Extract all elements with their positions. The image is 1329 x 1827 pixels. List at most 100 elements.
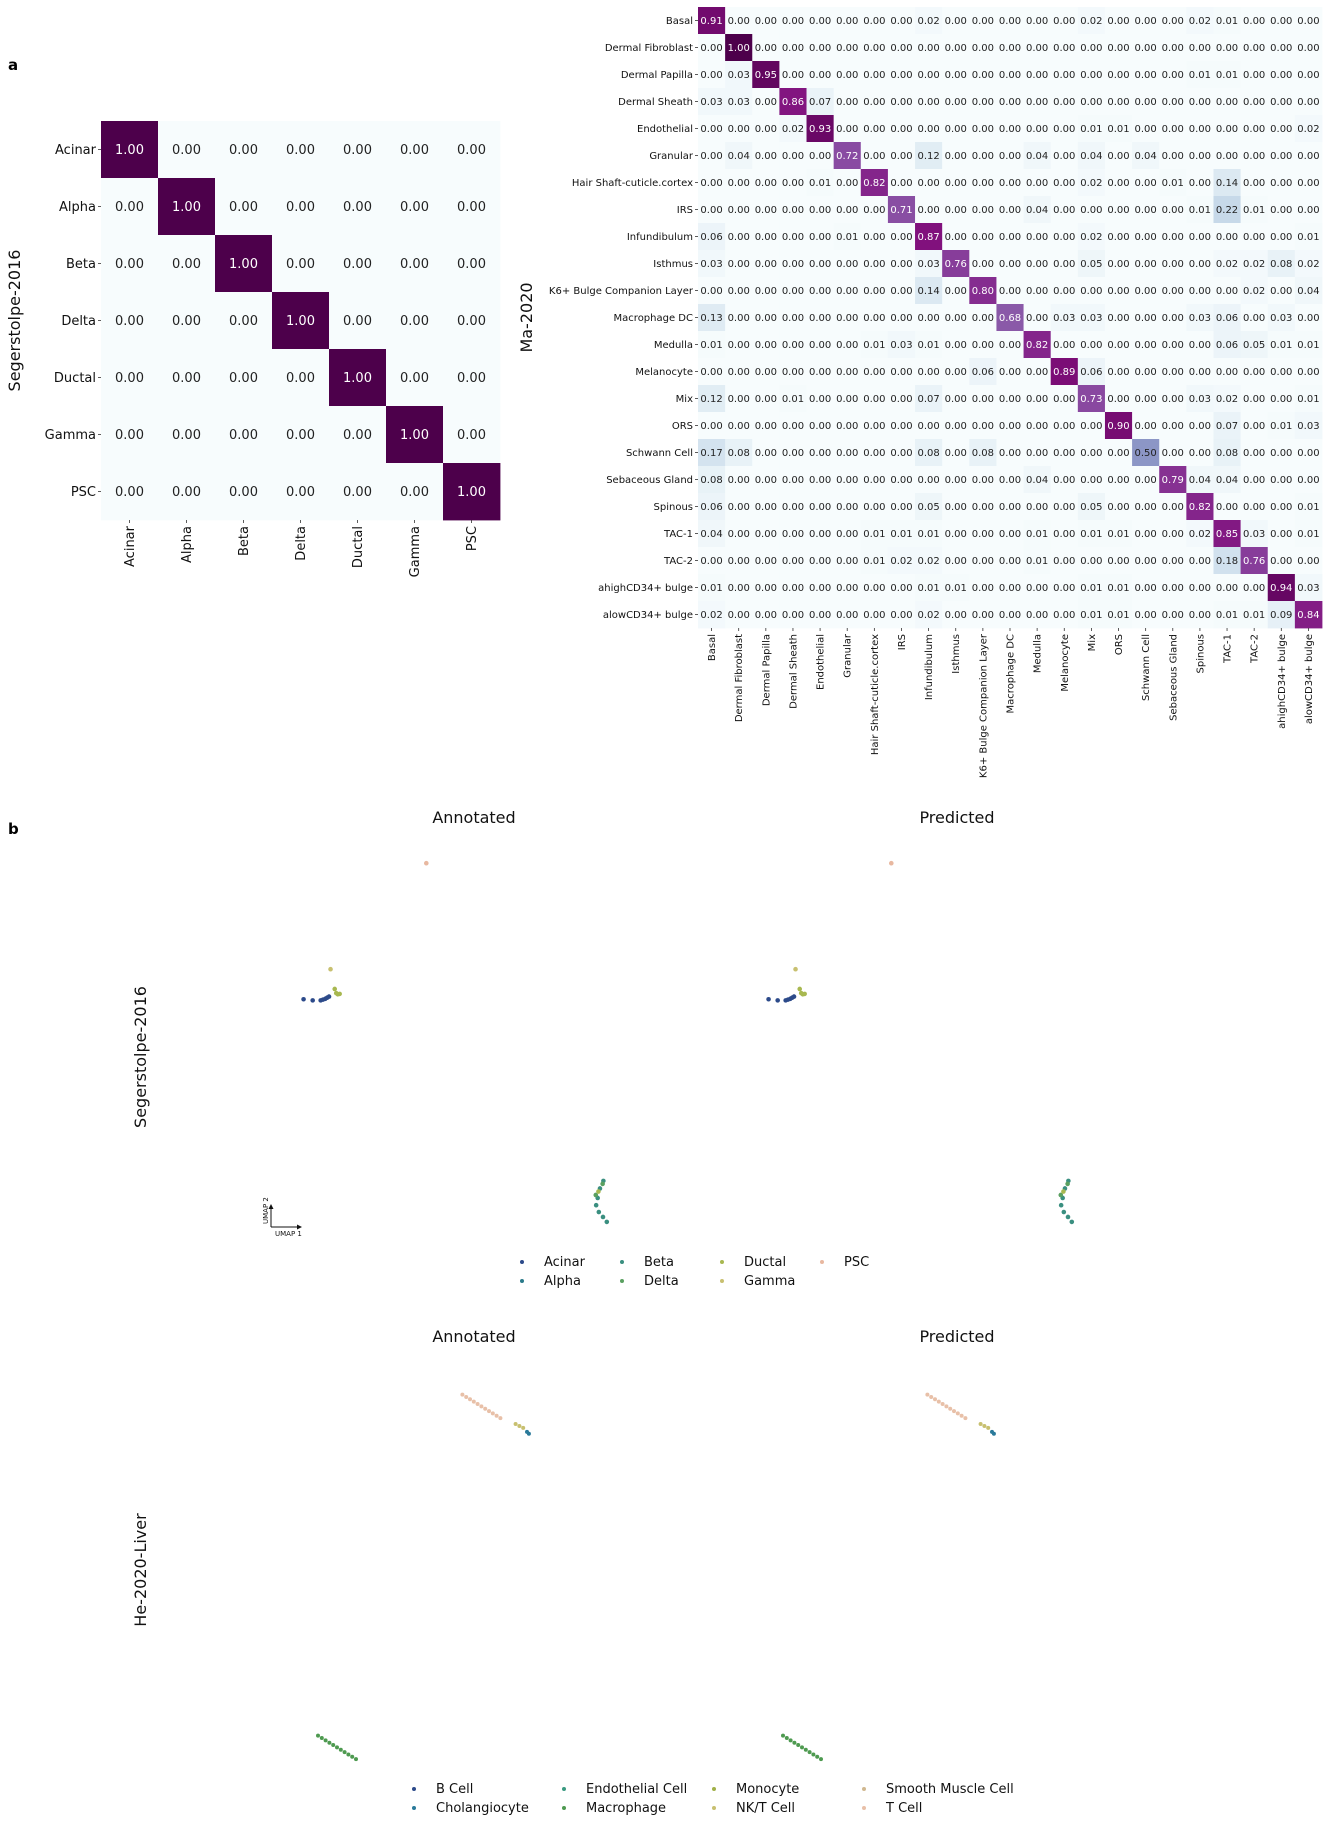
heatmap-cell xyxy=(725,61,753,89)
heatmap-cell xyxy=(806,574,835,602)
heatmap-cell-value: 0.00 xyxy=(999,286,1021,297)
heatmap-cell xyxy=(779,547,807,575)
heatmap-cell xyxy=(1294,331,1323,359)
heatmap-cell-value: 0.00 xyxy=(836,394,858,405)
heatmap-cell xyxy=(806,331,835,359)
heatmap-cell-value: 0.03 xyxy=(917,259,939,270)
heatmap-cell-value: 0.00 xyxy=(1243,313,1265,324)
heatmap-cell xyxy=(1050,196,1079,224)
heatmap-cell xyxy=(915,304,943,332)
col-label: Ductal xyxy=(351,526,366,568)
heatmap-cell-value: 0.00 xyxy=(1080,43,1102,54)
heatmap-cell-value: 0.00 xyxy=(836,70,858,81)
heatmap-cell xyxy=(752,277,780,305)
heatmap-cell xyxy=(833,61,862,89)
row-label: ORS xyxy=(672,421,693,432)
heatmap-cell xyxy=(1267,7,1296,35)
heatmap-cell-value: 0.00 xyxy=(836,583,858,594)
heatmap-cell-value: 0.00 xyxy=(1216,286,1238,297)
heatmap-cell-value: 0.00 xyxy=(863,367,885,378)
heatmap-cell-value: 0.00 xyxy=(1297,43,1319,54)
heatmap-cell-value: 0.00 xyxy=(229,428,258,443)
heatmap-cell-value: 0.79 xyxy=(1162,475,1184,486)
heatmap-cell-value: 0.00 xyxy=(115,428,144,443)
umap-point xyxy=(600,1214,606,1220)
heatmap-cell xyxy=(969,574,997,602)
heatmap-cell xyxy=(996,61,1024,89)
heatmap-cell xyxy=(272,292,330,350)
heatmap-cell-value: 0.00 xyxy=(1026,394,1048,405)
heatmap-cell xyxy=(887,223,916,251)
heatmap-cell-value: 0.00 xyxy=(836,178,858,189)
heatmap-cell xyxy=(1050,412,1079,440)
heatmap-cell xyxy=(752,223,780,251)
heatmap-cell-value: 0.00 xyxy=(728,421,750,432)
heatmap-cell xyxy=(1104,493,1133,521)
heatmap-cell xyxy=(1186,466,1214,494)
heatmap-cell-value: 0.00 xyxy=(917,205,939,216)
umap-point xyxy=(775,998,780,1003)
heatmap-cell-value: 0.00 xyxy=(1026,502,1048,513)
umap-point xyxy=(766,996,771,1002)
heatmap-cell xyxy=(1077,277,1106,305)
heatmap-cell-value: 0.00 xyxy=(1270,205,1292,216)
heatmap-ma2020: 0.91 0.00 0.00 0.00 0.00 0.00 0.00 0.00 0.02 0.00… xyxy=(517,7,1323,778)
heatmap-cell xyxy=(1050,547,1079,575)
heatmap-cell-value: 0.00 xyxy=(286,257,315,272)
heatmap-cell xyxy=(1294,277,1323,305)
umap-point xyxy=(487,1409,491,1414)
heatmap-cell xyxy=(942,466,970,494)
heatmap-cell xyxy=(1213,520,1242,548)
heatmap-cell xyxy=(806,223,835,251)
heatmap-cell-value: 0.00 xyxy=(863,583,885,594)
heatmap-cell-value: 0.00 xyxy=(755,394,777,405)
heatmap-cell xyxy=(329,178,387,236)
umap-point xyxy=(593,1192,599,1198)
heatmap-cell xyxy=(915,115,943,143)
heatmap-cell xyxy=(969,88,997,116)
heatmap-cell xyxy=(1159,493,1187,521)
heatmap-cell xyxy=(725,520,753,548)
heatmap-cell xyxy=(887,547,916,575)
heatmap-cell-value: 0.00 xyxy=(945,367,967,378)
heatmap-cell-value: 0.00 xyxy=(700,124,722,135)
heatmap-cell-value: 0.00 xyxy=(1107,394,1129,405)
heatmap-cell xyxy=(942,142,970,170)
heatmap-cell-value: 0.00 xyxy=(1216,97,1238,108)
heatmap-cell xyxy=(915,88,943,116)
heatmap-cell-value: 0.00 xyxy=(836,124,858,135)
heatmap-cell-value: 0.00 xyxy=(728,286,750,297)
heatmap-cell xyxy=(329,463,387,521)
heatmap-cell-value: 0.00 xyxy=(1297,151,1319,162)
heatmap-cell xyxy=(1023,34,1052,62)
col-label: Beta xyxy=(237,526,252,556)
heatmap-cell-value: 0.00 xyxy=(1243,475,1265,486)
heatmap-cell-value: 0.00 xyxy=(1053,259,1075,270)
heatmap-cell xyxy=(698,439,726,467)
heatmap-cell xyxy=(1104,7,1133,35)
heatmap-cell xyxy=(329,121,387,179)
heatmap-cell xyxy=(1104,574,1133,602)
legend-marker xyxy=(712,1806,716,1810)
legend-label: Beta xyxy=(644,1255,674,1270)
heatmap-cell-value: 0.00 xyxy=(890,367,912,378)
heatmap-cell-value: 0.00 xyxy=(890,232,912,243)
heatmap-cell-value: 0.00 xyxy=(890,124,912,135)
heatmap-cell-value: 0.00 xyxy=(945,286,967,297)
heatmap-cell xyxy=(698,277,726,305)
heatmap-cell-value: 0.00 xyxy=(1026,448,1048,459)
heatmap-cell-value: 0.00 xyxy=(1053,475,1075,486)
heatmap-cell-value: 0.00 xyxy=(836,313,858,324)
heatmap-cell xyxy=(915,412,943,440)
row-label: Medulla xyxy=(654,340,693,351)
heatmap-cell xyxy=(1132,520,1160,548)
heatmap-cell xyxy=(942,250,970,278)
heatmap-cell-value: 0.07 xyxy=(809,97,831,108)
heatmap-cell-value: 0.00 xyxy=(1053,610,1075,621)
heatmap-cell-value: 0.00 xyxy=(836,259,858,270)
heatmap-cell-value: 0.01 xyxy=(917,529,939,540)
heatmap-cell-value: 0.00 xyxy=(229,143,258,158)
heatmap-cell-value: 0.00 xyxy=(972,583,994,594)
row-label: Schwann Cell xyxy=(626,448,693,459)
heatmap-cell xyxy=(1023,88,1052,116)
